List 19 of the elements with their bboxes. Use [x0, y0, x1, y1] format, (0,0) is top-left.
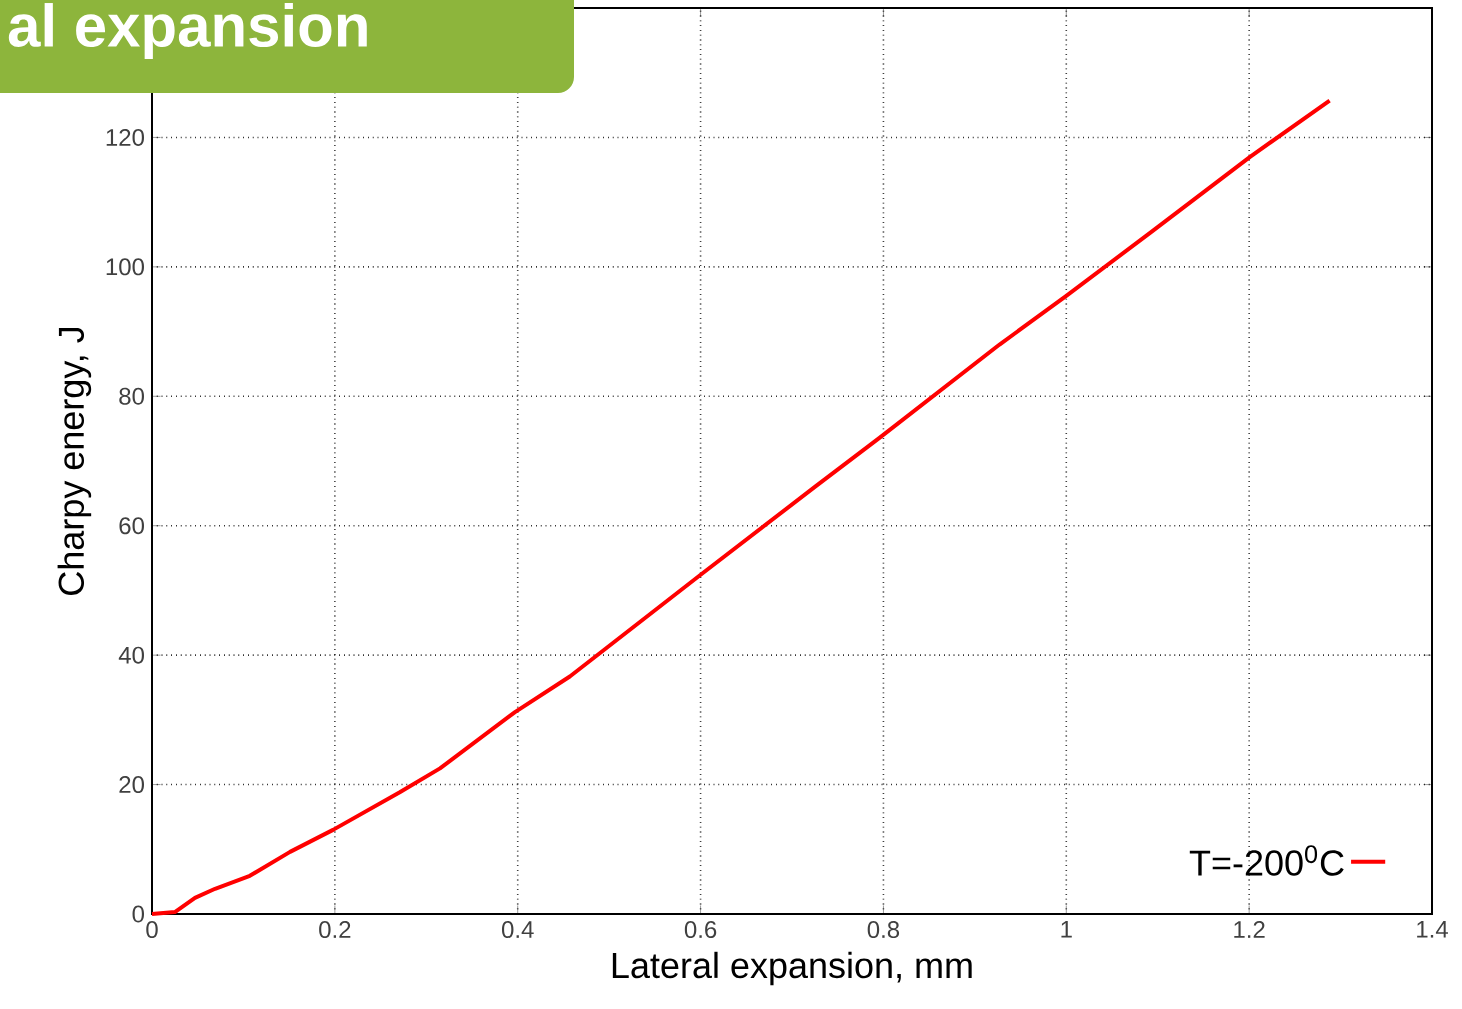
x-tick-label: 1.4	[1417, 921, 1448, 938]
x-tick-label: 1.2	[1234, 921, 1265, 938]
y-tick-label: 40	[118, 646, 145, 664]
y-tick-label: 100	[106, 258, 144, 276]
x-tick-label: 1	[1061, 921, 1072, 938]
y-tick-label: 20	[119, 776, 145, 794]
x-tick-label: 0.4	[501, 921, 534, 939]
legend-label: T=-200$^{0}$C	[1189, 845, 1344, 876]
x-tick-label: 0.6	[684, 921, 717, 939]
y-tick-label: 0	[132, 905, 145, 923]
chart-title: al expansion	[8, 3, 367, 59]
x-tick-label: 0	[146, 921, 158, 939]
y-axis-title: Charpy energy, J	[57, 327, 92, 595]
y-tick-label: 80	[119, 387, 145, 405]
x-axis-title: Lateral expansion, mm	[612, 951, 972, 986]
y-tick-label: 60	[119, 517, 145, 535]
y-tick-label: 120	[106, 128, 144, 146]
x-tick-label: 0.2	[319, 921, 351, 939]
x-tick-label: 0.8	[867, 921, 900, 939]
